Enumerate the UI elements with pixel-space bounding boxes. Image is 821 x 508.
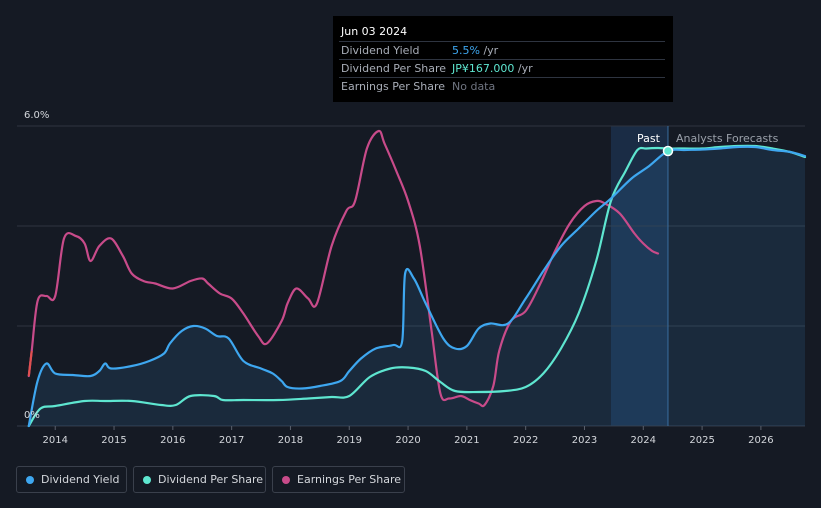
earnings-per-share-start-segment: [27, 350, 33, 377]
legend-label: Dividend Per Share: [158, 473, 264, 486]
tooltip-row-dividend-per-share: Dividend Per Share JP¥167.000 /yr: [339, 59, 665, 77]
forecast-band: [610, 126, 668, 426]
tooltip-row-dividend-yield: Dividend Yield 5.5% /yr: [339, 41, 665, 59]
x-tick-label: 2021: [454, 435, 479, 446]
x-tick-label: 2015: [101, 435, 126, 446]
x-tick-label: 2022: [513, 435, 538, 446]
tooltip-value: 5.5% /yr: [452, 44, 499, 57]
forecast-label: Analysts Forecasts: [676, 132, 779, 145]
tooltip-date: Jun 03 2024: [341, 25, 408, 38]
x-axis: 2014 2015 2016 2017 2018 2019 2020 2021 2022 2023…: [42, 426, 774, 446]
x-tick-label: 2026: [748, 435, 773, 446]
tooltip-value: JP¥167.000 /yr: [452, 62, 533, 75]
x-tick-label: 2023: [572, 435, 597, 446]
y-tick-label-bottom: 0%: [24, 410, 40, 421]
tooltip-row-earnings-per-share: Earnings Per Share No data: [339, 77, 665, 95]
tooltip-label: Dividend Yield: [341, 44, 420, 57]
dividend-per-share-line: [27, 144, 807, 428]
line-layer: [27, 129, 807, 428]
x-tick-label: 2018: [278, 435, 303, 446]
tooltip-label: Earnings Per Share: [341, 80, 446, 93]
legend-item-dividend-per-share[interactable]: Dividend Per Share: [133, 466, 266, 493]
legend-item-earnings-per-share[interactable]: Earnings Per Share: [272, 466, 405, 493]
past-label: Past: [637, 132, 661, 145]
tooltip-value: No data: [452, 80, 496, 93]
x-tick-label: 2014: [42, 435, 67, 446]
legend-label: Dividend Yield: [41, 473, 120, 486]
x-tick-label: 2017: [219, 435, 244, 446]
dividend-yield-line: [27, 145, 807, 428]
tooltip-label: Dividend Per Share: [341, 62, 447, 75]
x-tick-label: 2019: [337, 435, 362, 446]
x-tick-label: 2020: [395, 435, 420, 446]
highlight-point: [662, 145, 674, 157]
x-tick-label: 2016: [160, 435, 185, 446]
earnings-per-share-line: [27, 129, 660, 408]
legend-dot-icon: [282, 475, 290, 484]
legend-dot-icon: [26, 475, 34, 484]
x-tick-label: 2025: [689, 435, 714, 446]
legend-label: Earnings Per Share: [297, 473, 402, 486]
x-tick-label: 2024: [631, 435, 656, 446]
y-tick-label-top: 6.0%: [24, 110, 49, 121]
legend-item-dividend-yield[interactable]: Dividend Yield: [16, 466, 127, 493]
legend-dot-icon: [143, 475, 151, 484]
gridlines: [17, 125, 805, 427]
tooltip: Jun 03 2024 Dividend Yield 5.5% /yr Divi…: [333, 16, 673, 102]
